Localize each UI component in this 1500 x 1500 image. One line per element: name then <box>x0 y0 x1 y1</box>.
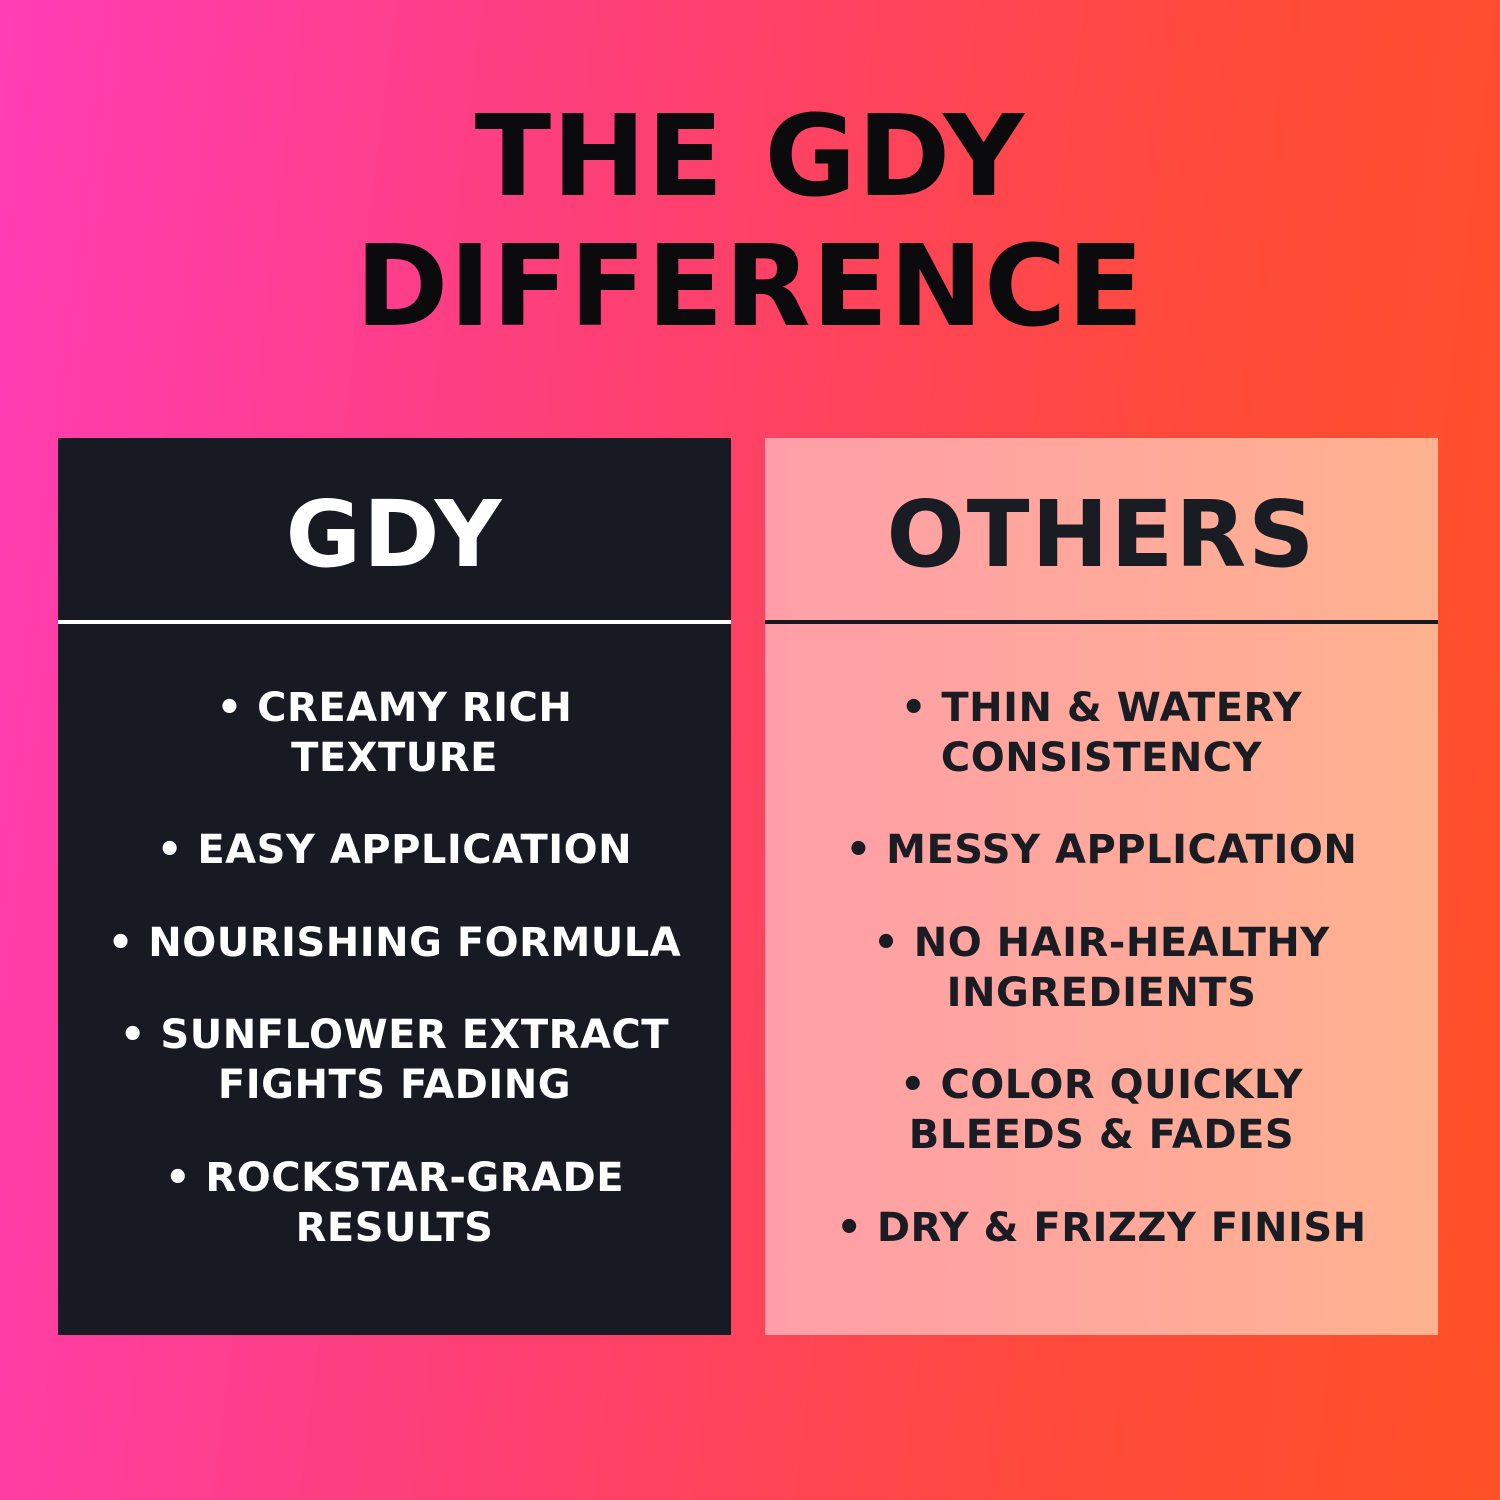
list-item: • NO HAIR-HEALTHY INGREDIENTS <box>873 919 1330 1016</box>
list-item: • COLOR QUICKLY BLEEDS & FADES <box>899 1062 1304 1158</box>
list-item: • THIN & WATERY CONSISTENCY <box>900 684 1303 781</box>
page-title: THE GDY DIFFERENCE <box>355 92 1145 352</box>
gdy-panel: GDY • CREAMY RICH TEXTURE • EASY APPLICA… <box>58 438 731 1335</box>
gdy-feature-list: • CREAMY RICH TEXTURE • EASY APPLICATION… <box>58 624 731 1335</box>
others-feature-list: • THIN & WATERY CONSISTENCY • MESSY APPL… <box>765 624 1438 1335</box>
list-item: • MESSY APPLICATION <box>845 827 1358 873</box>
others-panel: OTHERS • THIN & WATERY CONSISTENCY • MES… <box>765 438 1438 1335</box>
list-item: • EASY APPLICATION <box>156 827 633 873</box>
others-panel-divider <box>765 620 1438 624</box>
list-item: • DRY & FRIZZY FINISH <box>836 1204 1367 1251</box>
list-item: • CREAMY RICH TEXTURE <box>216 684 573 781</box>
list-item: • ROCKSTAR-GRADE RESULTS <box>164 1154 625 1251</box>
gdy-panel-heading: GDY <box>285 480 504 588</box>
gdy-panel-divider <box>58 620 731 624</box>
list-item: • NOURISHING FORMULA <box>107 919 682 966</box>
others-panel-heading: OTHERS <box>886 480 1317 588</box>
list-item: • SUNFLOWER EXTRACT FIGHTS FADING <box>119 1012 670 1108</box>
